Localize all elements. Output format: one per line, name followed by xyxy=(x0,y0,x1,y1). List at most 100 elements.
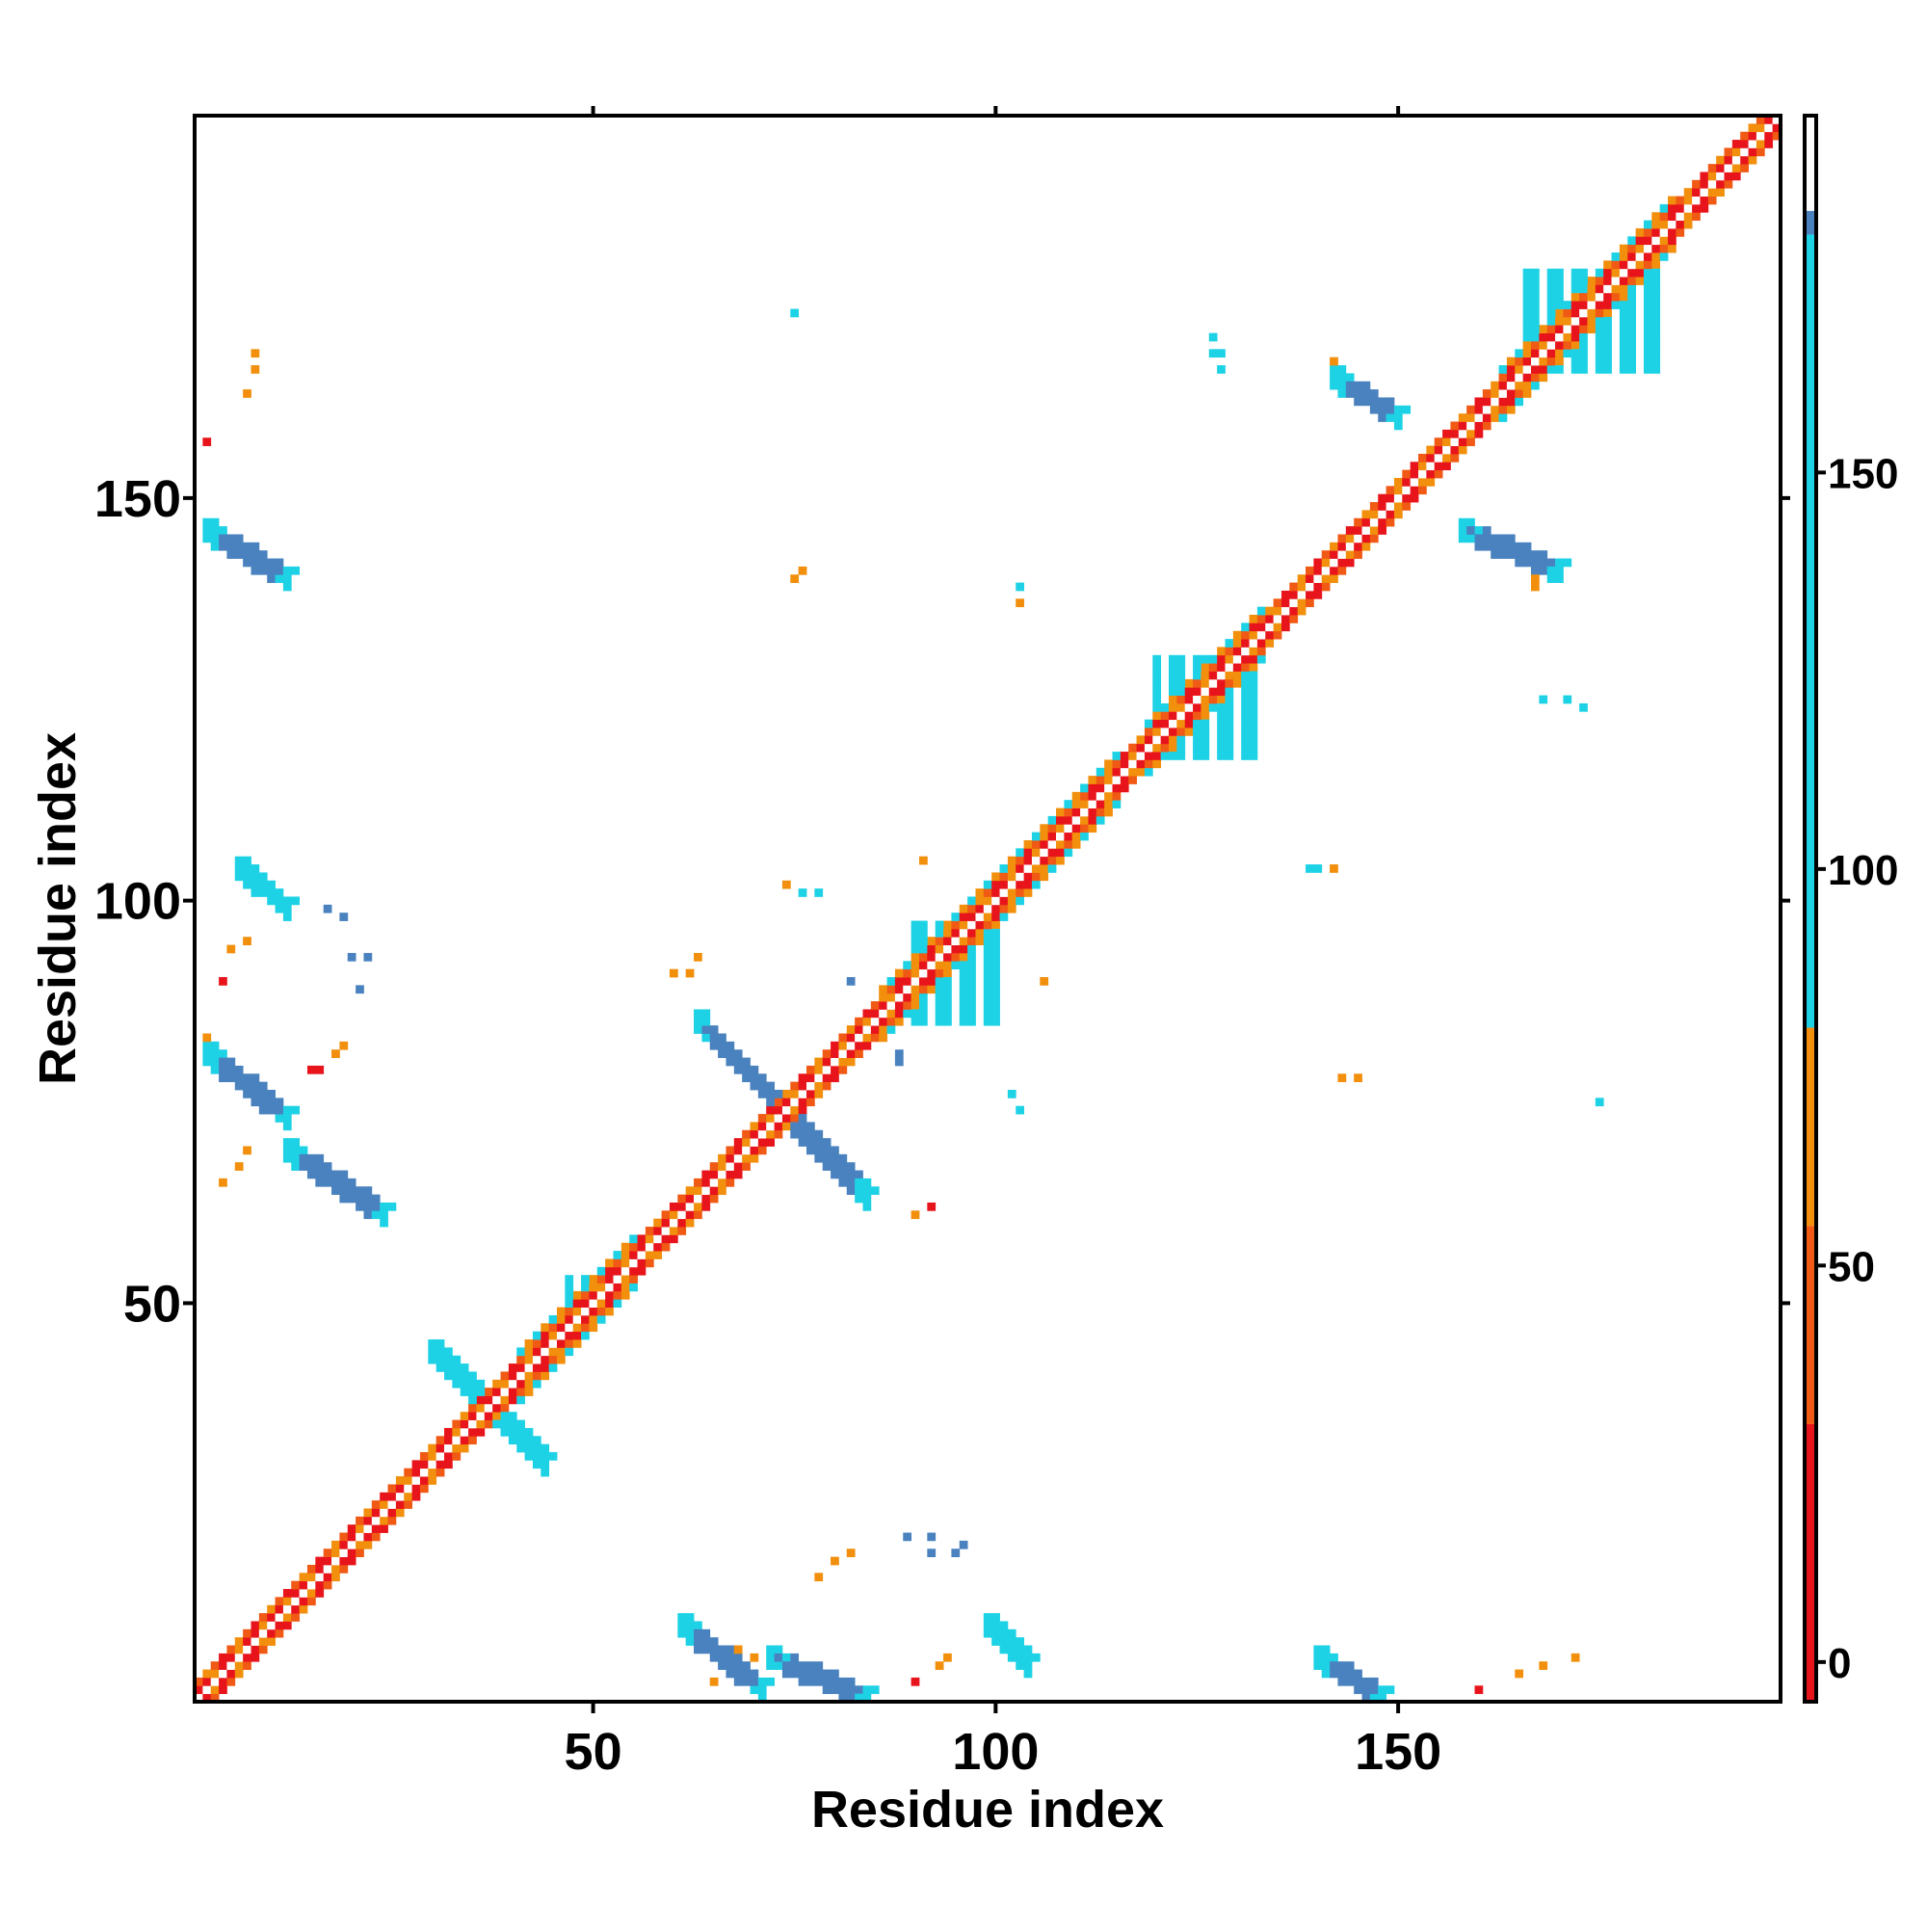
heatmap-cell xyxy=(1748,155,1757,165)
heatmap-cell xyxy=(1201,752,1210,760)
heatmap-cell xyxy=(1611,301,1621,309)
heatmap-cell xyxy=(709,1025,719,1034)
heatmap-cell xyxy=(862,1009,872,1019)
heatmap-cell xyxy=(1393,413,1403,422)
heatmap-cell xyxy=(983,896,992,906)
heatmap-cell xyxy=(846,1041,856,1050)
heatmap-cell xyxy=(1176,728,1186,736)
heatmap-cell xyxy=(1611,252,1621,261)
heatmap-cell xyxy=(757,1129,767,1139)
heatmap-cell xyxy=(315,1153,325,1163)
heatmap-cell xyxy=(1530,582,1540,592)
heatmap-cell xyxy=(258,1089,268,1098)
heatmap-cell xyxy=(548,1331,558,1340)
heatmap-cell xyxy=(1627,316,1637,326)
heatmap-cell xyxy=(226,542,236,551)
heatmap-cell xyxy=(363,952,373,962)
heatmap-cell xyxy=(210,1661,220,1670)
heatmap-cell xyxy=(1635,236,1645,246)
heatmap-cell xyxy=(291,1146,301,1155)
heatmap-cell xyxy=(1217,678,1226,688)
heatmap-cell xyxy=(1555,332,1564,342)
heatmap-cell xyxy=(750,1073,759,1083)
heatmap-cell xyxy=(757,1146,767,1155)
heatmap-cell xyxy=(548,1347,558,1357)
heatmap-cell xyxy=(935,1661,944,1670)
heatmap-cell xyxy=(637,1266,647,1276)
heatmap-cell xyxy=(1482,389,1491,398)
heatmap-cell xyxy=(1330,365,1338,374)
heatmap-cell xyxy=(1546,332,1556,342)
heatmap-cell xyxy=(1498,534,1508,543)
heatmap-cell xyxy=(605,1307,614,1316)
heatmap-cell xyxy=(589,1314,598,1324)
heatmap-cell xyxy=(1232,654,1242,664)
heatmap-cell xyxy=(541,1460,550,1469)
heatmap-cell xyxy=(1217,671,1226,680)
heatmap-cell xyxy=(661,1210,671,1220)
heatmap-cell xyxy=(1611,268,1621,278)
heatmap-cell xyxy=(1040,848,1049,858)
heatmap-cell xyxy=(1393,477,1403,487)
heatmap-cell xyxy=(831,1049,839,1058)
heatmap-cell xyxy=(1208,702,1218,712)
heatmap-cell xyxy=(1466,526,1475,535)
heatmap-cell xyxy=(387,1508,397,1518)
heatmap-cell xyxy=(339,913,349,921)
heatmap-cell xyxy=(1104,776,1113,784)
heatmap-cell xyxy=(1555,284,1564,294)
heatmap-cell xyxy=(323,904,332,913)
heatmap-cell xyxy=(339,1540,349,1549)
heatmap-cell xyxy=(629,1283,638,1292)
heatmap-cell xyxy=(1539,1661,1548,1670)
heatmap-cell xyxy=(911,952,920,962)
colorbar-band xyxy=(1805,234,1816,1028)
heatmap-cell xyxy=(1369,1693,1379,1703)
heatmap-cell xyxy=(251,558,260,568)
heatmap-cell xyxy=(1369,517,1379,527)
heatmap-cell xyxy=(452,1355,462,1364)
heatmap-cell xyxy=(1104,783,1113,793)
heatmap-cell xyxy=(1256,647,1266,656)
heatmap-cell xyxy=(757,1138,767,1147)
heatmap-cell xyxy=(757,1122,767,1131)
heatmap-cell xyxy=(983,888,992,897)
heatmap-cell xyxy=(918,1009,928,1019)
heatmap-cell xyxy=(1361,542,1371,551)
heatmap-cell xyxy=(846,1170,856,1179)
heatmap-cell xyxy=(855,1025,863,1034)
heatmap-cell xyxy=(1361,381,1371,390)
heatmap-cell xyxy=(1700,172,1709,181)
heatmap-cell xyxy=(1587,292,1597,302)
heatmap-cell xyxy=(951,952,961,962)
heatmap-cell xyxy=(210,1677,220,1686)
heatmap-cell xyxy=(516,1355,525,1364)
heatmap-cell xyxy=(903,1532,912,1542)
heatmap-cell xyxy=(943,952,952,962)
heatmap-cell xyxy=(605,1290,614,1300)
heatmap-cell xyxy=(645,1227,654,1235)
heatmap-cell xyxy=(1184,687,1194,696)
heatmap-cell xyxy=(306,1564,316,1574)
heatmap-cell xyxy=(1337,1669,1347,1679)
heatmap-cell xyxy=(1354,389,1362,398)
heatmap-cell xyxy=(492,1419,501,1429)
heatmap-cell xyxy=(733,1065,743,1074)
heatmap-cell xyxy=(886,1001,896,1010)
heatmap-cell xyxy=(202,517,212,527)
heatmap-cell xyxy=(726,1057,735,1067)
heatmap-cell xyxy=(572,1299,582,1308)
heatmap-cell xyxy=(1643,244,1652,253)
heatmap-cell xyxy=(806,1065,815,1074)
heatmap-cell xyxy=(1144,735,1153,745)
heatmap-cell xyxy=(1522,268,1532,278)
heatmap-cell xyxy=(733,1138,743,1147)
heatmap-cell xyxy=(620,1258,630,1268)
heatmap-cell xyxy=(781,1653,791,1662)
heatmap-cell xyxy=(1627,260,1637,270)
heatmap-cell xyxy=(1522,316,1532,326)
heatmap-cell xyxy=(1088,815,1097,825)
heatmap-cell xyxy=(999,913,1009,921)
heatmap-cell xyxy=(306,1580,316,1590)
heatmap-cell xyxy=(1386,413,1395,422)
